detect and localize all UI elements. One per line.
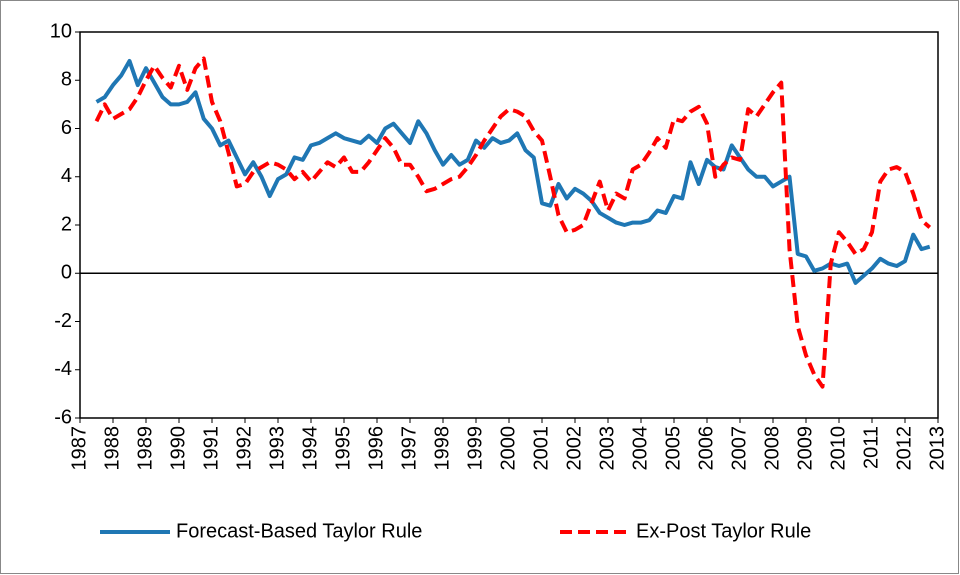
x-tick-label: 1990 bbox=[167, 426, 189, 471]
x-tick-label: 2003 bbox=[596, 426, 618, 471]
y-tick-label: 10 bbox=[50, 20, 72, 42]
x-tick-label: 2011 bbox=[860, 426, 882, 469]
x-tick-label: 2002 bbox=[563, 426, 585, 471]
x-tick-label: 2009 bbox=[794, 426, 816, 471]
y-tick-label: 4 bbox=[61, 165, 72, 187]
legend-label: Ex-Post Taylor Rule bbox=[636, 520, 811, 542]
x-tick-label: 1989 bbox=[134, 426, 156, 471]
y-tick-label: -2 bbox=[54, 310, 72, 332]
x-tick-label: 1994 bbox=[299, 426, 321, 471]
x-tick-label: 2013 bbox=[926, 426, 948, 471]
x-tick-label: 2012 bbox=[893, 426, 915, 471]
x-tick-label: 2004 bbox=[629, 426, 651, 471]
y-tick-label: 2 bbox=[61, 213, 72, 235]
x-tick-label: 1987 bbox=[68, 426, 90, 471]
y-tick-label: 8 bbox=[61, 69, 72, 91]
x-tick-label: 1995 bbox=[332, 426, 354, 471]
line-series bbox=[95, 58, 931, 285]
x-tick-label: 1999 bbox=[464, 426, 486, 471]
x-tick-label: 1992 bbox=[233, 426, 255, 471]
y-tick-label: -4 bbox=[54, 358, 72, 380]
x-tick-label: 1997 bbox=[398, 426, 420, 471]
x-tick-label: 2008 bbox=[761, 426, 783, 471]
y-tick-label: -6 bbox=[54, 406, 72, 428]
x-tick-label: 1998 bbox=[431, 426, 453, 471]
x-tick-label: 2001 bbox=[530, 426, 552, 471]
x-tick-label: 1988 bbox=[101, 426, 123, 471]
y-tick-label: 0 bbox=[61, 262, 72, 284]
y-tick-label: 6 bbox=[61, 117, 72, 139]
line-series bbox=[94, 56, 932, 389]
x-tick-label: 1991 bbox=[200, 426, 222, 471]
x-tick-label: 2005 bbox=[662, 426, 684, 471]
x-tick-label: 1993 bbox=[266, 426, 288, 471]
x-tick-label: 1996 bbox=[365, 426, 387, 471]
legend-label: Forecast-Based Taylor Rule bbox=[176, 520, 422, 542]
x-tick-label: 2006 bbox=[695, 426, 717, 471]
x-tick-label: 2007 bbox=[728, 426, 750, 471]
x-tick-label: 2000 bbox=[497, 426, 519, 471]
x-tick-label: 2010 bbox=[827, 426, 849, 471]
